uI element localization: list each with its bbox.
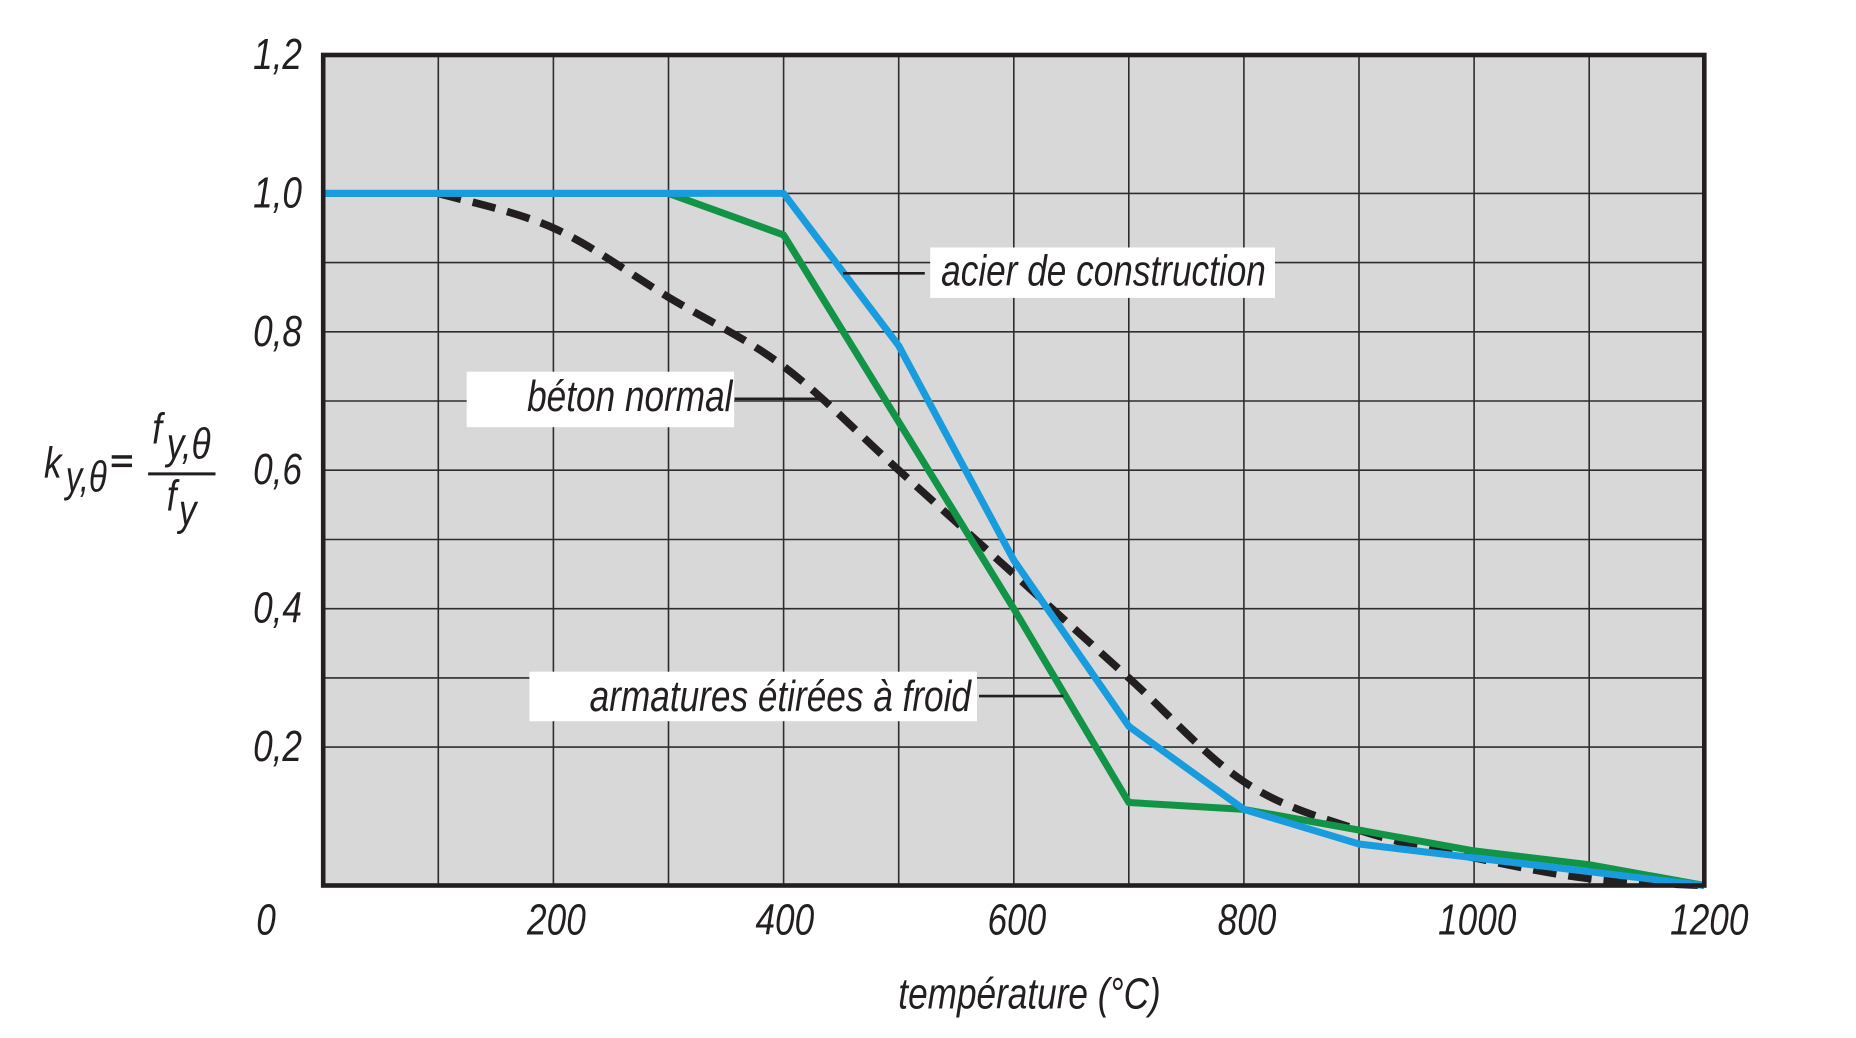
svg-text:y,θ: y,θ	[63, 453, 107, 502]
svg-text:0,6: 0,6	[253, 446, 303, 495]
svg-text:1,0: 1,0	[253, 169, 302, 218]
svg-text:0: 0	[256, 896, 276, 945]
svg-text:400: 400	[755, 896, 814, 945]
svg-text:1200: 1200	[1670, 896, 1748, 945]
svg-text:200: 200	[526, 896, 586, 945]
svg-text:1,2: 1,2	[253, 30, 302, 79]
svg-text:armatures étirées à froid: armatures étirées à froid	[590, 672, 973, 721]
svg-text:température (°C): température (°C)	[898, 970, 1160, 1019]
svg-text:600: 600	[987, 896, 1046, 945]
svg-text:0,4: 0,4	[253, 584, 302, 633]
svg-text:k: k	[44, 439, 63, 488]
svg-text:800: 800	[1218, 896, 1277, 945]
svg-text:0,2: 0,2	[253, 722, 302, 771]
svg-text:acier de construction: acier de construction	[941, 247, 1266, 296]
svg-text:béton normal: béton normal	[527, 372, 733, 421]
svg-text:y,θ: y,θ	[164, 420, 211, 469]
svg-text:y: y	[176, 486, 198, 535]
svg-text:1000: 1000	[1438, 896, 1516, 945]
svg-text:0,8: 0,8	[253, 307, 302, 356]
